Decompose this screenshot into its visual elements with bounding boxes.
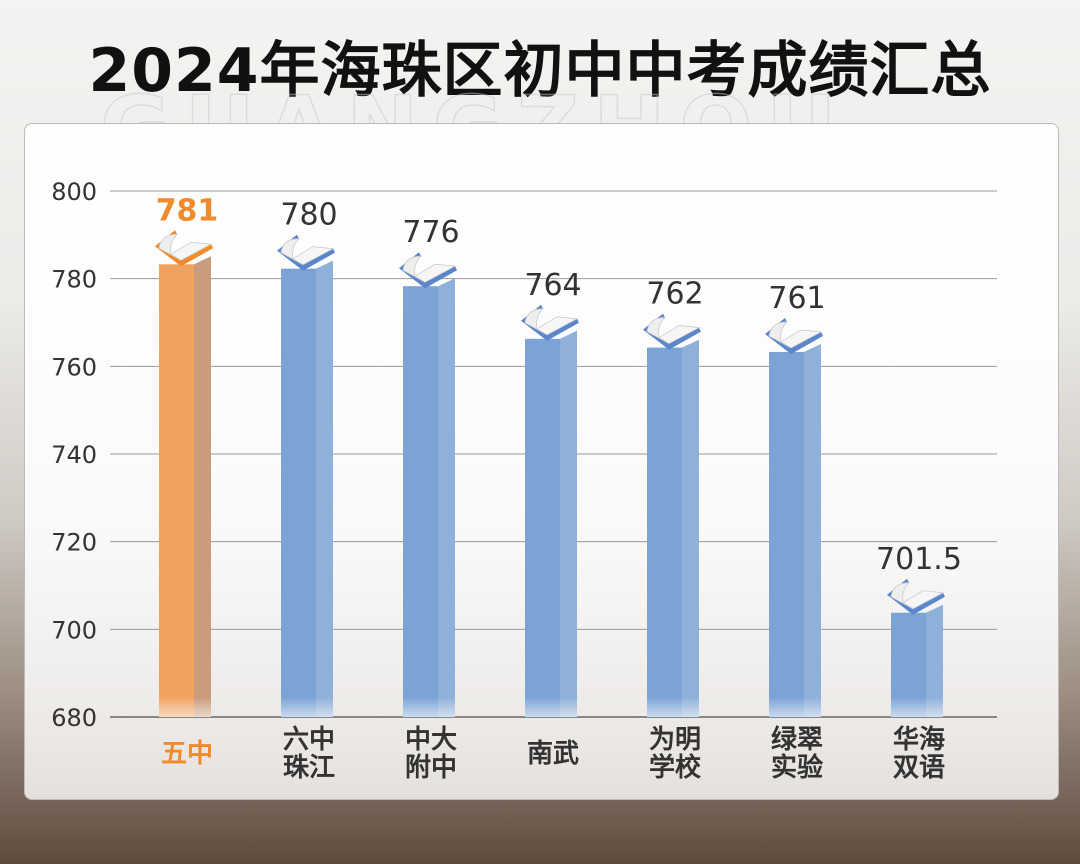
value-label: 701.5 bbox=[876, 542, 962, 577]
bar-fade bbox=[159, 637, 211, 717]
x-tick-label: 为明 bbox=[649, 725, 701, 755]
value-label: 781 bbox=[156, 193, 219, 228]
x-tick-label: 学校 bbox=[649, 752, 702, 783]
book-page-icon bbox=[524, 308, 548, 336]
bar-fade bbox=[281, 637, 333, 717]
book-page-icon bbox=[658, 325, 701, 345]
x-tick-label: 双语 bbox=[893, 753, 945, 783]
book-page-icon bbox=[646, 317, 670, 344]
book-page-icon bbox=[158, 233, 182, 261]
book-page-icon bbox=[902, 590, 945, 610]
y-tick-label: 720 bbox=[51, 529, 97, 557]
book-page-icon bbox=[536, 316, 579, 336]
x-tick-label: 五中 bbox=[161, 739, 213, 769]
value-label: 761 bbox=[768, 281, 825, 316]
book-page-icon bbox=[890, 582, 914, 610]
x-tick-label: 珠江 bbox=[283, 753, 335, 783]
x-tick-label: 中大 bbox=[405, 725, 457, 755]
bar-fade bbox=[891, 637, 943, 717]
bar-fade bbox=[769, 637, 821, 717]
page-title: 2024年海珠区初中中考成绩汇总 bbox=[88, 36, 992, 106]
y-tick-label: 680 bbox=[51, 704, 97, 732]
book-page-icon bbox=[780, 329, 823, 349]
bar-fade bbox=[525, 637, 577, 717]
value-label: 780 bbox=[280, 198, 337, 233]
x-tick-label: 绿翠 bbox=[771, 725, 823, 755]
book-page-icon bbox=[292, 246, 335, 266]
y-tick-label: 760 bbox=[51, 353, 97, 381]
bar-side bbox=[804, 343, 821, 717]
bar-fade bbox=[403, 637, 455, 717]
bar-side bbox=[194, 256, 211, 717]
book-page-icon bbox=[170, 241, 213, 261]
bar-fade bbox=[647, 637, 699, 717]
bar-side bbox=[438, 278, 455, 717]
value-label: 762 bbox=[646, 277, 703, 312]
y-tick-label: 800 bbox=[51, 178, 97, 206]
book-page-icon bbox=[768, 321, 792, 349]
x-tick-label: 六中 bbox=[283, 725, 335, 755]
y-tick-label: 740 bbox=[51, 441, 97, 469]
book-page-icon bbox=[414, 263, 457, 283]
y-tick-label: 700 bbox=[51, 616, 97, 644]
x-tick-label: 南武 bbox=[527, 739, 579, 769]
x-tick-label: 华海 bbox=[893, 724, 945, 755]
value-label: 764 bbox=[524, 268, 581, 303]
x-tick-label: 附中 bbox=[405, 753, 457, 783]
bar-side bbox=[316, 260, 333, 717]
book-page-icon bbox=[280, 238, 304, 266]
y-tick-label: 780 bbox=[51, 266, 97, 294]
bar-side bbox=[682, 339, 699, 717]
book-page-icon bbox=[402, 255, 426, 283]
value-label: 776 bbox=[402, 215, 459, 250]
x-tick-label: 实验 bbox=[771, 752, 823, 783]
bar-side bbox=[560, 330, 577, 717]
